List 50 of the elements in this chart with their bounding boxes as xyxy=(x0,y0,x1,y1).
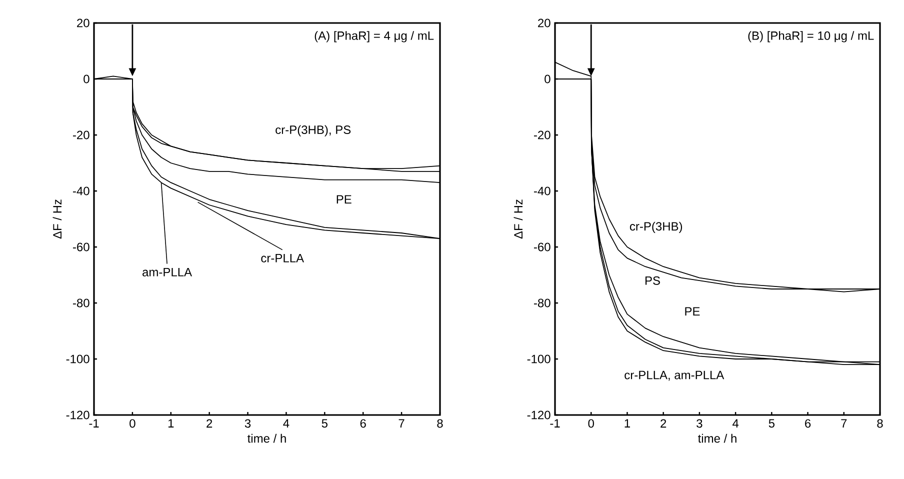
x-axis-title: time / h xyxy=(698,434,736,443)
y-tick-label: -100 xyxy=(66,354,90,364)
x-tick-label: 3 xyxy=(696,419,702,428)
x-tick-label: 4 xyxy=(283,419,290,428)
x-tick-label: 7 xyxy=(841,419,847,428)
y-tick-label: 0 xyxy=(84,74,90,84)
annotation: cr-P(3HB) xyxy=(630,222,682,233)
y-tick-label: 20 xyxy=(538,18,550,28)
y-tick-label: -120 xyxy=(527,410,550,420)
y-tick-label: -20 xyxy=(534,130,550,140)
annotation: cr-P(3HB), PS xyxy=(276,125,351,136)
y-tick-label: -20 xyxy=(72,130,90,140)
x-tick-label: 5 xyxy=(768,419,774,428)
y-tick-label: 20 xyxy=(77,18,90,28)
y-axis-title: ΔF / Hz xyxy=(514,200,523,239)
y-tick-label: -120 xyxy=(66,410,90,420)
annotation: cr-PLLA, am-PLLA xyxy=(624,370,724,381)
x-tick-label: 8 xyxy=(437,419,443,428)
x-tick-label: 4 xyxy=(732,419,739,428)
annotation: PE xyxy=(336,195,352,204)
y-tick-label: -80 xyxy=(72,298,90,308)
y-tick-label: 0 xyxy=(544,74,550,84)
x-tick-label: 6 xyxy=(805,419,811,428)
x-tick-label: -1 xyxy=(89,419,99,428)
x-tick-label: 2 xyxy=(206,419,212,428)
x-tick-label: 3 xyxy=(244,419,251,428)
x-tick-label: 1 xyxy=(168,419,174,428)
x-tick-label: 6 xyxy=(360,419,366,428)
annotation: PS xyxy=(645,276,660,285)
y-tick-label: -40 xyxy=(534,186,550,196)
x-tick-label: 0 xyxy=(588,419,594,428)
x-tick-label: 1 xyxy=(624,419,630,428)
x-tick-label: -1 xyxy=(550,419,560,428)
x-axis-title: time / h xyxy=(248,434,286,443)
x-tick-label: 7 xyxy=(398,419,404,428)
x-tick-label: 0 xyxy=(130,419,136,428)
y-tick-label: -80 xyxy=(534,298,550,308)
y-tick-label: -60 xyxy=(534,242,550,252)
text: (B) [PhaR] = 10 μg / mL xyxy=(748,31,874,42)
x-tick-label: 2 xyxy=(660,419,666,428)
text: (A) [PhaR] = 4 μg / mL xyxy=(314,31,434,42)
x-tick-label: 8 xyxy=(877,419,883,428)
y-tick-label: -100 xyxy=(527,354,550,364)
annotation: PE xyxy=(685,307,700,316)
y-tick-label: -40 xyxy=(72,186,90,196)
annotation: cr-PLLA xyxy=(261,254,304,262)
y-tick-label: -60 xyxy=(72,242,90,252)
annotation: am-PLLA xyxy=(142,268,192,276)
y-axis-title: ΔF / Hz xyxy=(52,200,62,239)
x-tick-label: 5 xyxy=(322,419,328,428)
